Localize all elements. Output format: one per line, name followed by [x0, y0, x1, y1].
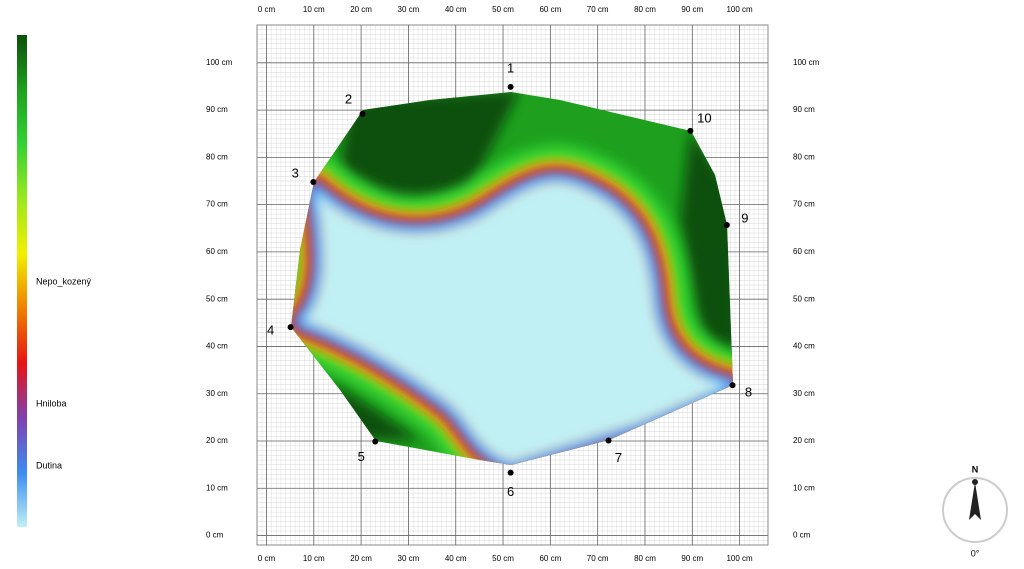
compass: N 0°: [942, 464, 1008, 558]
x-tick-label: 70 cm: [587, 5, 609, 14]
y-tick-label: 50 cm: [206, 294, 228, 303]
y-tick-label: 100 cm: [206, 58, 233, 67]
sensor-label: 7: [615, 450, 622, 465]
sensor-point: [359, 110, 366, 117]
x-tick-label: 90 cm: [681, 554, 703, 563]
field-band: [292, 171, 733, 465]
sensor-point: [507, 83, 514, 90]
sensor-label: 5: [358, 449, 365, 464]
colorbar-label: Nepo_kozený: [36, 276, 92, 286]
y-tick-label: 70 cm: [793, 200, 815, 209]
y-tick-label: 80 cm: [793, 152, 815, 161]
x-tick-label: 0 cm: [258, 554, 276, 563]
colorbar-label: Hniloba: [36, 398, 67, 408]
sensor-point: [287, 324, 294, 331]
x-tick-label: 90 cm: [681, 5, 703, 14]
x-tick-label: 60 cm: [539, 5, 561, 14]
y-tick-label: 20 cm: [206, 436, 228, 445]
x-tick-label: 100 cm: [726, 554, 753, 563]
compass-north: N: [972, 464, 979, 474]
colorbar-label: Dutina: [36, 460, 62, 470]
sensor-point: [605, 437, 612, 444]
x-tick-label: 30 cm: [398, 5, 420, 14]
y-tick-label: 90 cm: [793, 105, 815, 114]
sensor-label: 4: [267, 323, 274, 338]
sensor-point: [687, 127, 694, 134]
colorbar: [17, 35, 27, 527]
compass-bearing: 0°: [971, 548, 980, 558]
y-tick-label: 60 cm: [206, 247, 228, 256]
y-tick-label: 20 cm: [793, 436, 815, 445]
x-tick-label: 10 cm: [303, 554, 325, 563]
x-tick-label: 30 cm: [398, 554, 420, 563]
x-tick-label: 100 cm: [726, 5, 753, 14]
x-tick-label: 20 cm: [350, 554, 372, 563]
y-tick-label: 100 cm: [793, 58, 820, 67]
x-tick-label: 60 cm: [539, 554, 561, 563]
y-tick-label: 40 cm: [206, 342, 228, 351]
field-core: [300, 179, 733, 465]
x-tick-label: 20 cm: [350, 5, 372, 14]
tomogram: [291, 92, 733, 465]
y-tick-label: 50 cm: [793, 294, 815, 303]
sensor-point: [310, 178, 317, 185]
y-tick-label: 80 cm: [206, 152, 228, 161]
y-tick-label: 0 cm: [206, 531, 224, 540]
y-tick-label: 90 cm: [206, 105, 228, 114]
sensor-label: 10: [697, 110, 711, 125]
sensor-point: [507, 469, 514, 476]
x-tick-label: 40 cm: [445, 554, 467, 563]
sensor-label: 1: [507, 60, 514, 75]
x-tick-label: 10 cm: [303, 5, 325, 14]
y-tick-label: 70 cm: [206, 200, 228, 209]
sensor-point: [729, 382, 736, 389]
y-tick-label: 10 cm: [206, 483, 228, 492]
x-tick-label: 50 cm: [492, 554, 514, 563]
sensor-point: [723, 221, 730, 228]
y-tick-label: 10 cm: [793, 483, 815, 492]
y-tick-label: 30 cm: [206, 389, 228, 398]
sensor-point: [372, 438, 379, 445]
sensor-label: 8: [745, 385, 752, 400]
sensor-label: 9: [741, 210, 748, 225]
field-dark: [330, 92, 733, 440]
x-tick-label: 0 cm: [258, 5, 276, 14]
x-tick-label: 80 cm: [634, 554, 656, 563]
y-tick-label: 0 cm: [793, 531, 811, 540]
x-tick-label: 50 cm: [492, 5, 514, 14]
y-tick-label: 30 cm: [793, 389, 815, 398]
sensor-label: 2: [345, 91, 352, 106]
sensor-label: 6: [507, 484, 514, 499]
y-tick-label: 40 cm: [793, 342, 815, 351]
x-tick-label: 40 cm: [445, 5, 467, 14]
y-tick-label: 60 cm: [793, 247, 815, 256]
sensor-label: 3: [292, 165, 299, 180]
x-tick-label: 70 cm: [587, 554, 609, 563]
x-tick-label: 80 cm: [634, 5, 656, 14]
